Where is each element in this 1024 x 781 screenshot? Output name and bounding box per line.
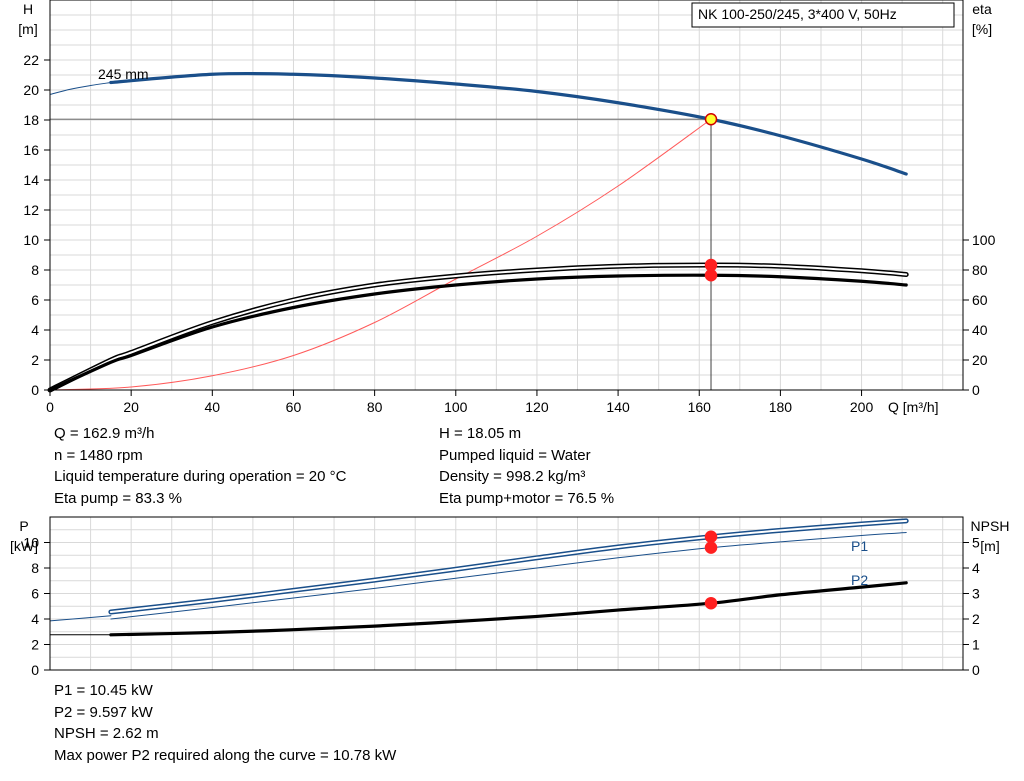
top-chart-axes: 0 2 4 6 8 10 12 14 16 18 20 22 0 20 40 60 80 100 0 20 40 60 80… — [23, 0, 996, 415]
bottom-y-tick-label: 0 — [31, 662, 39, 678]
info-head: H = 18.05 m — [439, 425, 522, 442]
curve-annotation-245mm: 245 mm — [98, 66, 149, 82]
top-y-right-label-line2: [%] — [972, 21, 992, 37]
bottom-y-tick-label: 8 — [31, 560, 39, 576]
top-series-2 — [49, 118, 712, 391]
top-y-tick-label: 6 — [31, 292, 39, 308]
top-frame — [49, 0, 964, 391]
top-y-tick-label: 14 — [23, 172, 39, 188]
bottom-marker — [704, 596, 718, 610]
info-liquid-temperature: Liquid temperature during operation = 20… — [54, 468, 347, 485]
info-density: Density = 998.2 kg/m³ — [439, 468, 586, 485]
top-y-label-line1: H — [23, 1, 33, 17]
top-series-0 — [109, 71, 908, 176]
top-y-tick-label: 22 — [23, 52, 39, 68]
top-series-3-inner — [49, 264, 908, 391]
top-x-tick-label: 100 — [444, 399, 468, 415]
bottom-chart-grid — [50, 517, 963, 670]
info-p1: P1 = 10.45 kW — [54, 682, 153, 699]
top-y-label-line2: [m] — [18, 21, 37, 37]
info-top-right: H = 18.05 m Pumped liquid = Water Densit… — [439, 423, 614, 509]
bottom-y-right-tick-label: 2 — [972, 611, 980, 627]
chart-title: NK 100-250/245, 3*400 V, 50Hz — [698, 6, 897, 22]
info-bottom: P1 = 10.45 kW P2 = 9.597 kW NPSH = 2.62 … — [54, 680, 396, 766]
info-p2: P2 = 9.597 kW — [54, 703, 153, 721]
bottom-y-right-label-line2: [m] — [980, 538, 999, 554]
top-y-right-tick-label: 60 — [972, 292, 988, 308]
top-marker — [704, 258, 718, 272]
chart-title-box — [691, 2, 955, 28]
bottom-y-label-line2: [kW] — [10, 538, 38, 554]
top-y-right-label-line1: eta — [972, 1, 992, 17]
top-x-tick-label: 80 — [367, 399, 383, 415]
series-label-p2: P2 — [851, 572, 868, 588]
top-series-4 — [48, 273, 908, 392]
bottom-y-right-tick-label: 3 — [972, 586, 980, 602]
top-y-tick-label: 20 — [23, 82, 39, 98]
info-npsh: NPSH = 2.62 m — [54, 725, 159, 742]
info-eta-pump: Eta pump = 83.3 % — [54, 489, 182, 507]
top-x-tick-label: 20 — [123, 399, 139, 415]
top-marker — [704, 269, 718, 282]
info-eta-pump-motor: Eta pump+motor = 76.5 % — [439, 489, 615, 507]
info-max-power: Max power P2 required along the curve = … — [54, 746, 397, 764]
top-series-1 — [49, 82, 112, 95]
bottom-y-right-label-line1: NPSH — [971, 518, 1010, 534]
info-top-left: Q = 162.9 m³/h n = 1480 rpm Liquid tempe… — [54, 423, 346, 509]
top-y-tick-label: 8 — [31, 262, 39, 278]
bottom-y-label-line1: P — [19, 518, 28, 534]
top-y-right-tick-label: 100 — [972, 232, 996, 248]
bottom-series-1 — [110, 532, 907, 620]
bottom-y-right-tick-label: 5 — [972, 535, 980, 551]
bottom-y-right-tick-label: 0 — [972, 662, 980, 678]
top-x-tick-label: 200 — [850, 399, 874, 415]
top-chart-curves — [47, 71, 909, 393]
top-y-right-tick-label: 80 — [972, 262, 988, 278]
bottom-y-right-tick-label: 4 — [972, 560, 980, 576]
bottom-y-right-tick-label: 1 — [972, 637, 980, 653]
bottom-marker — [704, 530, 718, 544]
info-pumped-liquid: Pumped liquid = Water — [439, 446, 591, 464]
bottom-chart-curves — [49, 518, 909, 637]
top-y-tick-label: 16 — [23, 142, 39, 158]
bottom-y-tick-label: 6 — [31, 586, 39, 602]
x-axis-label: Q [m³/h] — [888, 399, 939, 415]
top-x-tick-label: 160 — [688, 399, 712, 415]
bottom-series-2 — [49, 615, 112, 622]
top-y-right-tick-label: 0 — [972, 382, 980, 398]
top-y-tick-label: 2 — [31, 352, 39, 368]
info-speed: n = 1480 rpm — [54, 446, 143, 464]
bottom-marker — [704, 541, 718, 554]
top-y-tick-label: 10 — [23, 232, 39, 248]
top-y-right-tick-label: 20 — [972, 352, 988, 368]
info-flow: Q = 162.9 m³/h — [54, 425, 155, 442]
top-y-tick-label: 0 — [31, 382, 39, 398]
top-y-tick-label: 18 — [23, 112, 39, 128]
top-x-tick-label: 180 — [769, 399, 793, 415]
bottom-chart-axes: 0 2 4 6 8 10 0 1 2 3 4 5 — [23, 516, 980, 678]
top-x-tick-label: 0 — [46, 399, 54, 415]
series-label-p1: P1 — [851, 538, 868, 554]
top-y-tick-label: 4 — [31, 322, 39, 338]
top-x-tick-label: 60 — [286, 399, 302, 415]
top-y-right-tick-label: 40 — [972, 322, 988, 338]
bottom-series-3 — [109, 581, 908, 637]
bottom-y-tick-label: 2 — [31, 637, 39, 653]
top-x-tick-label: 40 — [205, 399, 221, 415]
bottom-y-tick-label: 10 — [23, 535, 39, 551]
top-x-tick-label: 140 — [606, 399, 630, 415]
top-x-tick-label: 120 — [525, 399, 549, 415]
top-marker — [704, 113, 718, 126]
bottom-y-tick-label: 4 — [31, 611, 39, 627]
top-y-tick-label: 12 — [23, 202, 39, 218]
bottom-series-0-inner — [109, 519, 908, 613]
